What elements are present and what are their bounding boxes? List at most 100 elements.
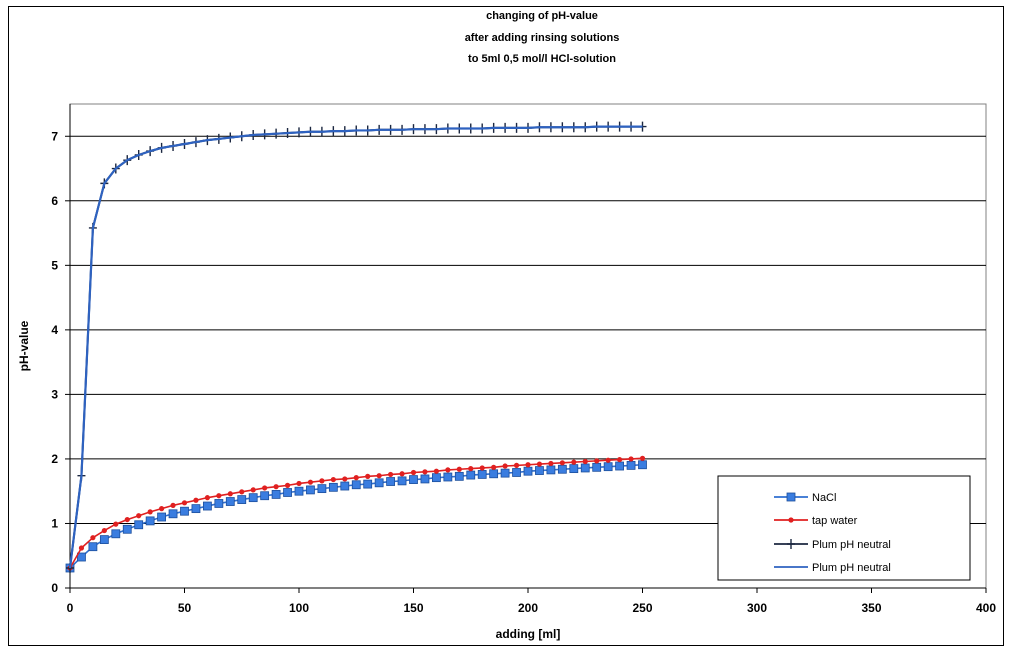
series-2-point bbox=[410, 469, 417, 476]
series-1-point bbox=[454, 471, 464, 481]
legend-swatch-marker bbox=[786, 492, 796, 502]
series-2-point bbox=[170, 502, 176, 508]
series-2-point bbox=[124, 516, 130, 523]
x-tick-label: 300 bbox=[747, 601, 767, 615]
series-1-point bbox=[626, 460, 636, 470]
series-2-point bbox=[536, 461, 543, 467]
legend-label: Plum pH neutral bbox=[812, 539, 891, 551]
chart-title-line-2: after adding rinsing solutions bbox=[465, 32, 620, 44]
series-2-point bbox=[136, 513, 142, 519]
series-2-point bbox=[78, 545, 85, 551]
series-2-point bbox=[101, 527, 107, 534]
y-tick-label: 6 bbox=[51, 194, 58, 208]
series-2-point bbox=[307, 479, 314, 485]
series-2-point bbox=[216, 493, 222, 499]
legend: NaCl tap water Plum pH neutral Plum pH neut… bbox=[717, 475, 971, 581]
series-1-point bbox=[512, 468, 521, 477]
series-2-point bbox=[319, 478, 325, 484]
x-tick-label: 250 bbox=[632, 601, 652, 615]
y-tick-label: 1 bbox=[51, 516, 58, 530]
series-group bbox=[65, 121, 647, 573]
series-1-point bbox=[317, 484, 327, 494]
series-1-point bbox=[248, 493, 258, 503]
series-1-point bbox=[168, 509, 178, 519]
series-2-point bbox=[548, 460, 554, 467]
series-2-point bbox=[422, 469, 428, 475]
series-1-point bbox=[569, 464, 579, 474]
x-tick-label: 0 bbox=[67, 601, 74, 615]
x-tick-label: 200 bbox=[518, 601, 538, 615]
legend-item: Plum pH neutral bbox=[774, 562, 891, 574]
series-1-point bbox=[431, 473, 441, 483]
series-2-point bbox=[456, 466, 462, 472]
chart-title: changing of pH-value after adding rinsin… bbox=[465, 10, 620, 65]
series-2-point bbox=[559, 460, 565, 466]
series-1-point bbox=[271, 490, 281, 499]
series-2-point bbox=[491, 464, 497, 470]
series-1-point bbox=[237, 495, 247, 504]
series-2-point bbox=[582, 458, 588, 465]
series-2-point bbox=[330, 476, 336, 483]
series-1-point bbox=[477, 470, 487, 479]
series-1-point bbox=[409, 475, 418, 484]
series-2-point bbox=[571, 459, 577, 465]
x-tick-label: 150 bbox=[403, 601, 423, 615]
series-1-point bbox=[489, 469, 499, 479]
series-2-point bbox=[479, 465, 485, 471]
series-1-point bbox=[363, 479, 373, 489]
series-1-point bbox=[500, 468, 510, 478]
y-tick-label: 4 bbox=[51, 323, 58, 337]
x-tick-label: 100 bbox=[289, 601, 309, 615]
series-1-point bbox=[191, 504, 201, 514]
series-2 bbox=[67, 455, 646, 571]
series-1-point bbox=[546, 465, 556, 475]
series-2-point bbox=[399, 471, 405, 477]
series-1-point bbox=[134, 520, 144, 530]
legend-label: NaCl bbox=[812, 492, 836, 504]
series-2-point bbox=[113, 521, 119, 527]
series-1-point bbox=[557, 464, 567, 474]
legend-label: Plum pH neutral bbox=[812, 562, 891, 574]
series-1-point bbox=[466, 470, 476, 480]
series-1-point bbox=[214, 499, 224, 508]
series-2-point bbox=[468, 466, 474, 472]
y-tick-label: 2 bbox=[51, 452, 58, 466]
legend-label: tap water bbox=[812, 515, 858, 527]
x-tick-label: 50 bbox=[178, 601, 192, 615]
series-2-point bbox=[605, 457, 611, 463]
series-1-point bbox=[122, 524, 132, 534]
series-1-point bbox=[603, 462, 613, 472]
series-1-point bbox=[88, 542, 98, 552]
series-1-point bbox=[535, 466, 544, 475]
series-2-point bbox=[353, 475, 359, 481]
series-2-point bbox=[284, 482, 291, 488]
legend-swatch-marker bbox=[787, 539, 795, 549]
series-1-point bbox=[157, 512, 167, 522]
series-2-point bbox=[513, 462, 520, 468]
series-2-point bbox=[365, 473, 371, 479]
x-axis-ticks: 0 50 100 150 200 250 300 350 400 bbox=[67, 587, 996, 615]
legend-box bbox=[717, 475, 971, 581]
y-tick-label: 0 bbox=[51, 581, 58, 595]
series-2-point bbox=[296, 480, 302, 487]
series-1-point bbox=[283, 488, 292, 497]
series-2-point bbox=[273, 484, 279, 490]
series-2-point bbox=[525, 462, 531, 468]
series-1-point bbox=[615, 461, 624, 471]
chart-title-line-3: to 5ml 0,5 mol/l HCl-solution bbox=[468, 53, 616, 65]
legend-item: Plum pH neutral bbox=[774, 539, 891, 551]
series-2-point bbox=[90, 535, 96, 541]
series-2-point bbox=[628, 456, 634, 462]
series-1-point bbox=[443, 472, 453, 482]
x-tick-label: 350 bbox=[861, 601, 881, 615]
series-2-point bbox=[193, 497, 199, 503]
y-tick-label: 7 bbox=[51, 129, 58, 143]
series-1-point bbox=[592, 462, 602, 472]
series-1-point bbox=[225, 497, 235, 506]
series-2-point bbox=[376, 473, 382, 479]
y-axis-label: pH-value bbox=[17, 320, 31, 371]
series-1-point bbox=[202, 501, 212, 511]
series-1-point bbox=[523, 466, 533, 476]
series-1-point bbox=[99, 535, 109, 544]
